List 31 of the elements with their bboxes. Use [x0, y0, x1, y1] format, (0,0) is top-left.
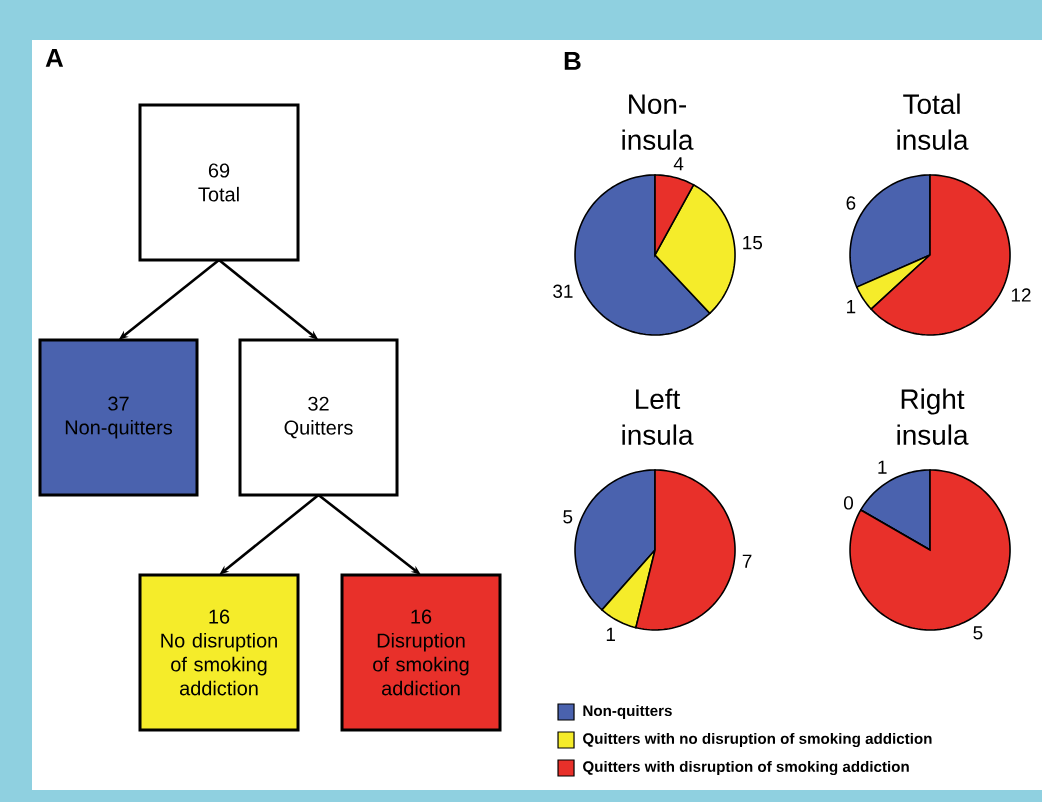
data-label: 1: [878, 460, 887, 474]
data-label: 16: [209, 609, 230, 624]
data-label: 4: [673, 157, 684, 171]
data-label: 16: [411, 609, 432, 624]
legend-label: Non-quitters: [583, 704, 672, 720]
category-label: No disruption of smoking addiction: [161, 632, 277, 696]
data-label: 5: [563, 510, 573, 524]
chart-title: Total insula: [897, 93, 969, 150]
category-label: Total: [198, 186, 239, 202]
data-label: 1: [606, 627, 615, 641]
data-label: 7: [742, 554, 752, 568]
category-label: Quitters: [284, 420, 353, 439]
data-label: 1: [847, 300, 856, 314]
category-label: Non-quitters: [65, 419, 173, 439]
text: 0: [843, 496, 854, 510]
chart-title: Non-insula: [622, 94, 694, 150]
chart-title: Left insula: [622, 388, 694, 445]
chart-title: Right insula: [897, 388, 969, 445]
data-label: 5: [973, 626, 983, 640]
data-label: 69: [208, 163, 230, 178]
data-label: 12: [1011, 288, 1031, 302]
data-label: 15: [743, 236, 763, 250]
text: A: [45, 49, 64, 67]
data-label: 6: [846, 196, 856, 210]
data-label: 31: [553, 284, 573, 298]
legend-label: Quitters with no disruption of smoking addiction: [583, 732, 932, 748]
text: B: [564, 52, 581, 70]
data-label: 32: [308, 396, 329, 411]
data-label: 37: [108, 396, 129, 411]
category-label: Disruption of smoking addiction: [373, 632, 469, 696]
legend-label: Quitters with disruption of smoking addiction: [583, 760, 909, 776]
